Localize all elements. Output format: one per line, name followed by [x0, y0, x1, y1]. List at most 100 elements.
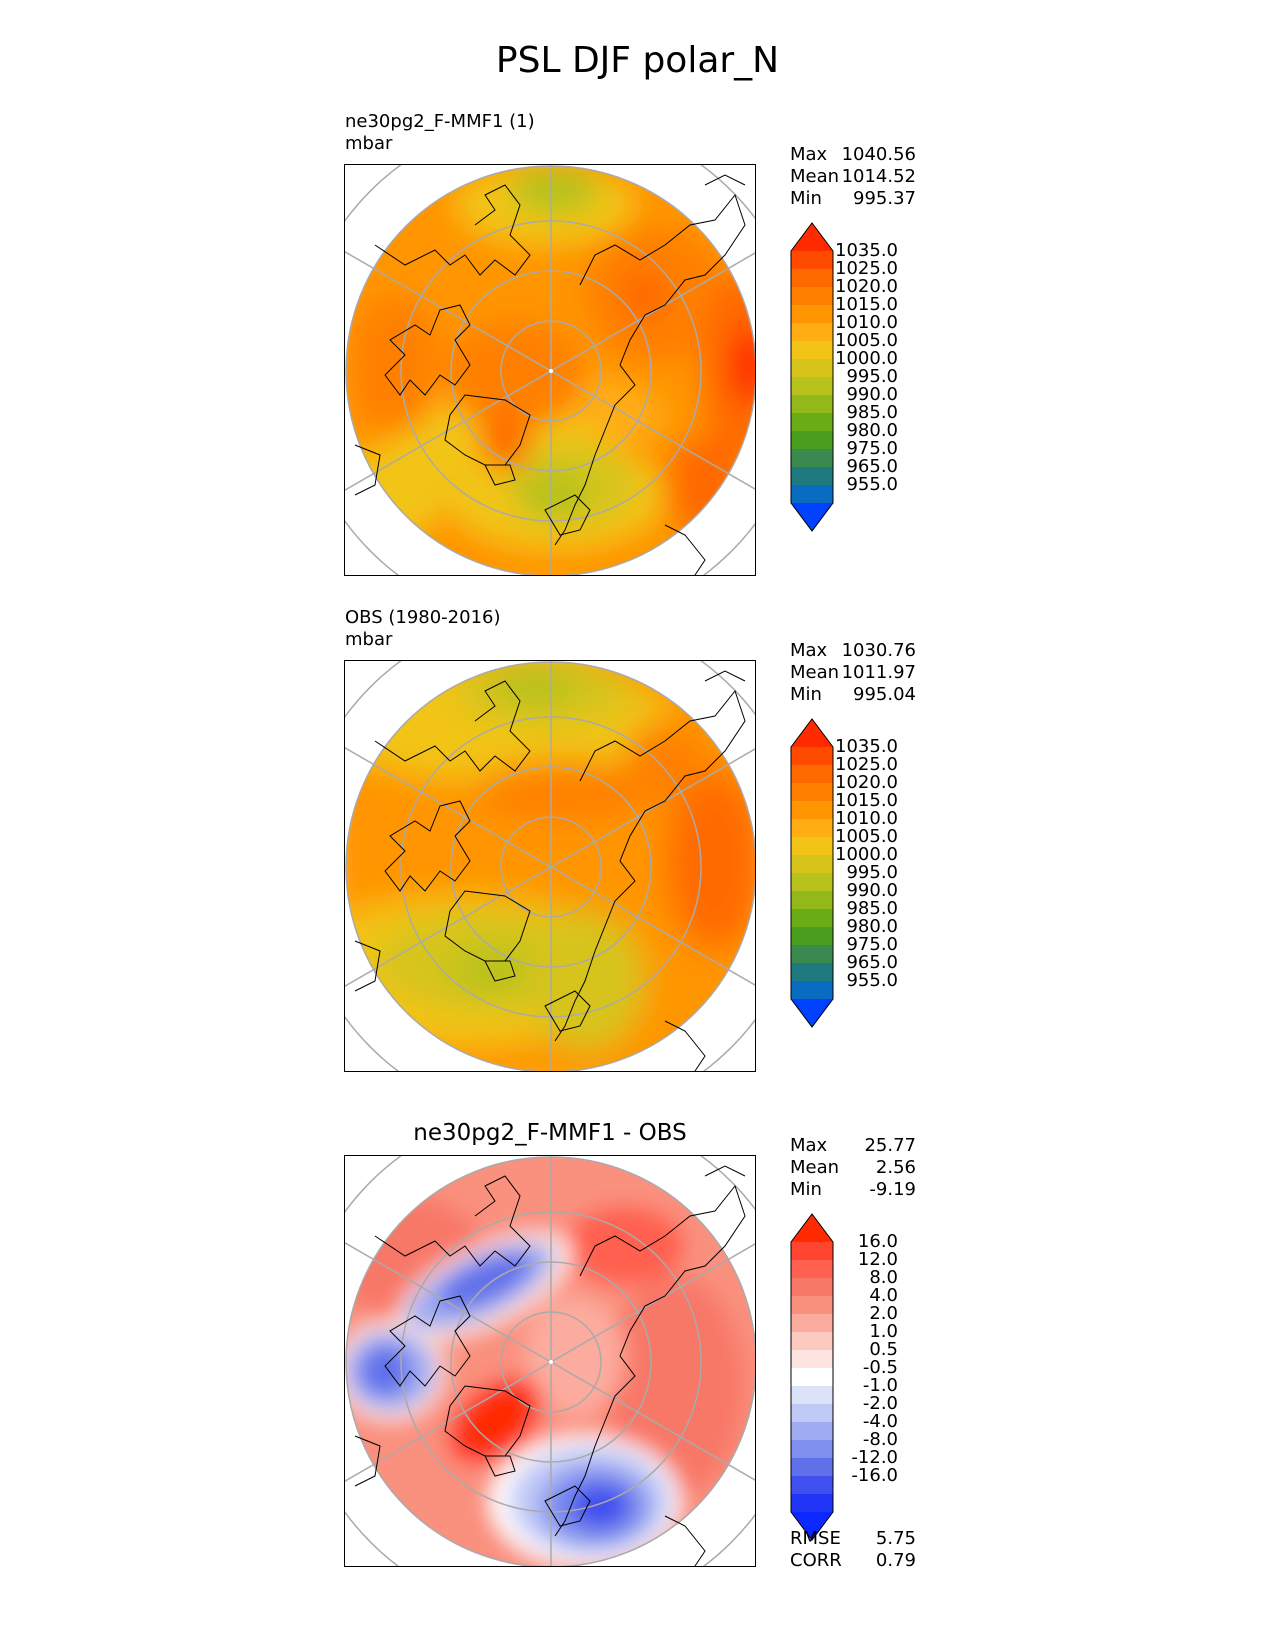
colorbar-swatch	[791, 837, 833, 856]
colorbar-tick-label: 1025.0	[835, 258, 898, 279]
colorbar-swatch	[791, 323, 833, 342]
colorbar-tick-label: -16.0	[851, 1465, 898, 1486]
colorbar-tick-label: 1015.0	[835, 294, 898, 315]
colorbar-tick-label: 4.0	[869, 1285, 898, 1306]
colorbar-swatch	[791, 1332, 833, 1351]
colorbar-swatch	[791, 1314, 833, 1333]
colorbar-tick-label: 955.0	[846, 970, 898, 991]
colorbar-swatch	[791, 927, 833, 946]
diff-stat-max: Max 25.77	[790, 1135, 916, 1156]
colorbar-swatch	[791, 467, 833, 486]
colorbar-swatch	[791, 801, 833, 820]
diff-panel-title: ne30pg2_F-MMF1 - OBS	[413, 1120, 687, 1146]
colorbar-tick-label: 1020.0	[835, 276, 898, 297]
colorbar-tick-label: 1.0	[869, 1321, 898, 1342]
obs-stat-mean: Mean 1011.97	[790, 662, 916, 683]
colorbar-extend-bottom	[791, 999, 833, 1027]
colorbar-tick-label: 975.0	[846, 934, 898, 955]
colorbar-tick-label: 8.0	[869, 1267, 898, 1288]
colorbar-swatch	[791, 783, 833, 802]
colorbar-swatch	[791, 1386, 833, 1405]
colorbar-swatch	[791, 251, 833, 270]
colorbar-graphic	[790, 718, 834, 1028]
colorbar-tick-label: 995.0	[846, 862, 898, 883]
model-panel-units: mbar	[345, 133, 393, 154]
model-polar-map	[344, 164, 756, 576]
colorbar-swatch	[791, 287, 833, 306]
colorbar-swatch	[791, 891, 833, 910]
colorbar-tick-label: 965.0	[846, 952, 898, 973]
colorbar-swatch	[791, 945, 833, 964]
diff-metrics: RMSE 5.75 CORR 0.79	[790, 1528, 916, 1572]
colorbar-swatch	[791, 377, 833, 396]
colorbar-graphic	[790, 1213, 834, 1541]
colorbar-extend-top	[791, 719, 833, 747]
obs-colorbar: 1035.0 1025.0 1020.0 1015.0 1010.0 1005.0 1000…	[790, 718, 922, 1028]
colorbar-swatch	[791, 1368, 833, 1387]
colorbar-tick-label: 1000.0	[835, 348, 898, 369]
colorbar-tick-label: -4.0	[862, 1411, 898, 1432]
colorbar-outline	[790, 1213, 834, 1541]
colorbar-swatch	[791, 855, 833, 874]
model-panel-name: ne30pg2_F-MMF1 (1)	[345, 111, 535, 132]
colorbar-swatch	[791, 1278, 833, 1297]
colorbar-swatch	[791, 819, 833, 838]
colorbar-tick-label: 1035.0	[835, 736, 898, 757]
colorbar-tick-label: -8.0	[862, 1429, 898, 1450]
colorbar-swatch	[791, 485, 833, 504]
colorbar-tick-label: 955.0	[846, 474, 898, 495]
colorbar-swatch	[791, 1458, 833, 1477]
colorbar-tick-label: 0.5	[869, 1339, 898, 1360]
colorbar-tick-label: 1000.0	[835, 844, 898, 865]
colorbar-outline	[790, 222, 834, 532]
obs-stats: Max 1030.76 Mean 1011.97 Min 995.04	[790, 640, 916, 706]
diff-stat-mean: Mean 2.56	[790, 1157, 916, 1178]
colorbar-swatch	[791, 431, 833, 450]
diff-colorbar: 16.0 12.0 8.0 4.0 2.0 1.0 0.5 -0.5 -1.0 -2.0 -4.0-…	[790, 1213, 922, 1541]
model-stat-mean: Mean 1014.52	[790, 166, 916, 187]
colorbar-tick-label: 1025.0	[835, 754, 898, 775]
colorbar-tick-label: 990.0	[846, 384, 898, 405]
colorbar-swatch	[791, 1476, 833, 1495]
colorbar-tick-label: 1010.0	[835, 312, 898, 333]
diff-stats: Max 25.77 Mean 2.56 Min -9.19	[790, 1135, 916, 1201]
model-panel-title: ne30pg2_F-MMF1 (1) mbar	[345, 111, 535, 155]
colorbar-swatch	[791, 305, 833, 324]
colorbar-swatch	[791, 413, 833, 432]
diff-metric-corr: CORR 0.79	[790, 1550, 916, 1571]
colorbar-swatch	[791, 359, 833, 378]
colorbar-tick-label: 1015.0	[835, 790, 898, 811]
colorbar-tick-label: 12.0	[857, 1249, 898, 1270]
colorbar-extend-bottom	[791, 503, 833, 531]
colorbar-tick-label: 965.0	[846, 456, 898, 477]
colorbar-swatch	[791, 269, 833, 288]
obs-stat-min: Min 995.04	[790, 684, 916, 705]
colorbar-swatch	[791, 341, 833, 360]
colorbar-graphic	[790, 222, 834, 532]
colorbar-swatch	[791, 1296, 833, 1315]
colorbar-tick-label: 1005.0	[835, 826, 898, 847]
model-colorbar: 1035.0 1025.0 1020.0 1015.0 1010.0 1005.0 1000…	[790, 222, 922, 532]
colorbar-tick-label: 1005.0	[835, 330, 898, 351]
colorbar-tick-label: -12.0	[851, 1447, 898, 1468]
colorbar-swatch	[791, 1440, 833, 1459]
colorbar-swatch	[791, 1422, 833, 1441]
colorbar-swatch	[791, 909, 833, 928]
colorbar-tick-label: 16.0	[857, 1231, 898, 1252]
colorbar-swatch	[791, 1350, 833, 1369]
colorbar-tick-label: 990.0	[846, 880, 898, 901]
obs-stat-max: Max 1030.76	[790, 640, 916, 661]
colorbar-outline	[790, 718, 834, 1028]
diff-polar-map	[344, 1155, 756, 1567]
colorbar-tick-label: 985.0	[846, 402, 898, 423]
colorbar-extend-top	[791, 1214, 833, 1242]
colorbar-tick-label: -1.0	[862, 1375, 898, 1396]
diff-stat-min: Min -9.19	[790, 1179, 916, 1200]
colorbar-swatch	[791, 747, 833, 766]
colorbar-tick-label: 995.0	[846, 366, 898, 387]
colorbar-swatch	[791, 1404, 833, 1423]
diff-metric-rmse: RMSE 5.75	[790, 1528, 916, 1549]
colorbar-tick-label: 1020.0	[835, 772, 898, 793]
colorbar-swatch	[791, 395, 833, 414]
colorbar-tick-label: -0.5	[862, 1357, 898, 1378]
